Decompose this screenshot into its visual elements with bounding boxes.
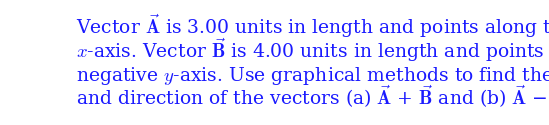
Text: $x$-axis. Vector $\mathbf{\vec{B}}$ is 4.00 units in length and points along the: $x$-axis. Vector $\mathbf{\vec{B}}$ is 4… bbox=[76, 36, 549, 64]
Text: Vector $\mathbf{\vec{A}}$ is 3.00 units in length and points along the positive: Vector $\mathbf{\vec{A}}$ is 3.00 units … bbox=[76, 12, 549, 40]
Text: negative $y$-axis. Use graphical methods to find the magnitude: negative $y$-axis. Use graphical methods… bbox=[76, 65, 549, 87]
Text: and direction of the vectors (a) $\mathbf{\vec{A}}$ + $\mathbf{\vec{B}}$ and (b): and direction of the vectors (a) $\mathb… bbox=[76, 83, 549, 110]
